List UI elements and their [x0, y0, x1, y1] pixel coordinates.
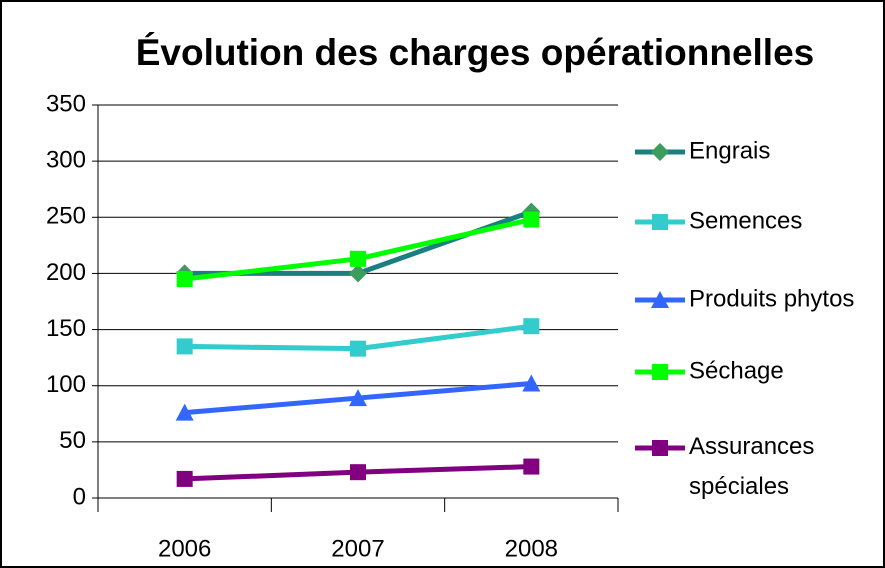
marker — [652, 440, 668, 456]
marker — [176, 338, 193, 355]
marker — [522, 374, 541, 392]
legend-label: Semences — [689, 207, 802, 234]
marker — [523, 211, 540, 228]
y-tick-label: 150 — [46, 315, 86, 342]
y-tick-label: 50 — [59, 427, 86, 454]
legend-label: Assurances spéciales — [689, 433, 821, 500]
marker — [652, 364, 668, 380]
y-tick-label: 0 — [73, 483, 86, 510]
marker — [349, 264, 367, 283]
marker — [176, 271, 193, 288]
marker — [652, 214, 668, 230]
marker — [523, 318, 540, 335]
y-tick-label: 100 — [46, 371, 86, 398]
marker — [175, 403, 194, 421]
legend-label: Produits phytos — [689, 285, 854, 312]
marker — [350, 340, 366, 357]
marker — [651, 143, 669, 161]
x-tick-label: 2006 — [158, 535, 211, 562]
y-tick-label: 200 — [46, 259, 86, 286]
marker — [350, 250, 366, 267]
marker — [349, 389, 367, 407]
chart-title: Évolution des charges opérationnelles — [136, 32, 815, 73]
legend-label: Engrais — [689, 137, 770, 164]
y-tick-label: 250 — [46, 203, 86, 230]
marker — [176, 470, 193, 487]
marker — [523, 458, 540, 475]
y-tick-label: 350 — [46, 90, 86, 117]
y-tick-label: 300 — [46, 146, 86, 173]
marker — [651, 291, 669, 308]
legend-label: Séchage — [689, 357, 784, 384]
marker — [350, 464, 366, 481]
x-tick-label: 2008 — [505, 535, 558, 562]
x-tick-label: 2007 — [331, 535, 384, 562]
